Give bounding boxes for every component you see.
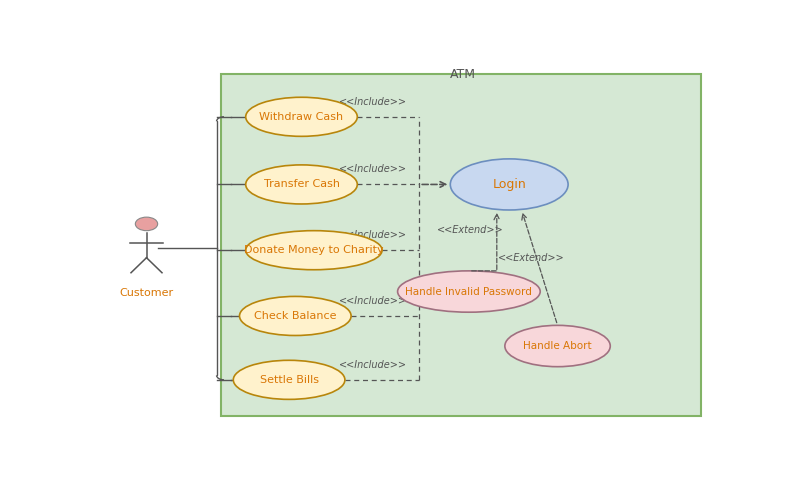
- Text: <<Extend>>: <<Extend>>: [498, 253, 564, 264]
- Ellipse shape: [239, 296, 351, 335]
- Ellipse shape: [398, 271, 540, 312]
- Text: Donate Money to Charity: Donate Money to Charity: [244, 245, 384, 255]
- Ellipse shape: [246, 231, 382, 270]
- Text: Handle Invalid Password: Handle Invalid Password: [406, 286, 532, 297]
- Ellipse shape: [450, 159, 568, 210]
- Ellipse shape: [246, 97, 358, 136]
- FancyBboxPatch shape: [221, 74, 702, 416]
- Text: <<Include>>: <<Include>>: [339, 164, 407, 174]
- Text: ATM: ATM: [450, 68, 476, 81]
- Ellipse shape: [234, 360, 345, 399]
- Text: <<Include>>: <<Include>>: [339, 97, 407, 107]
- Text: Handle Abort: Handle Abort: [523, 341, 592, 351]
- Text: Customer: Customer: [119, 288, 174, 298]
- Text: <<Include>>: <<Include>>: [339, 230, 407, 240]
- Ellipse shape: [246, 165, 358, 204]
- Text: Check Balance: Check Balance: [254, 311, 337, 321]
- Text: <<Extend>>: <<Extend>>: [438, 225, 504, 235]
- Text: Transfer Cash: Transfer Cash: [263, 180, 339, 189]
- Text: Settle Bills: Settle Bills: [259, 375, 318, 385]
- Text: Login: Login: [492, 178, 526, 191]
- Text: Withdraw Cash: Withdraw Cash: [259, 112, 343, 122]
- Text: <<Include>>: <<Include>>: [339, 360, 407, 370]
- Ellipse shape: [505, 325, 610, 366]
- Circle shape: [135, 217, 158, 231]
- Text: <<Include>>: <<Include>>: [339, 296, 407, 306]
